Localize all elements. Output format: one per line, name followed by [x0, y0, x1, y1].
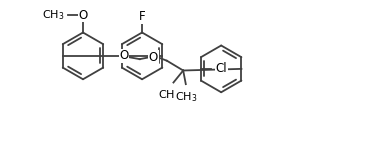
Text: O: O [149, 51, 158, 64]
Text: F: F [139, 10, 145, 23]
Text: Cl: Cl [216, 62, 227, 75]
Text: O: O [78, 9, 88, 22]
Text: CH$_3$: CH$_3$ [175, 90, 197, 104]
Text: CH$_3$: CH$_3$ [158, 88, 181, 102]
Text: O: O [120, 49, 129, 62]
Text: CH$_3$: CH$_3$ [42, 8, 64, 22]
